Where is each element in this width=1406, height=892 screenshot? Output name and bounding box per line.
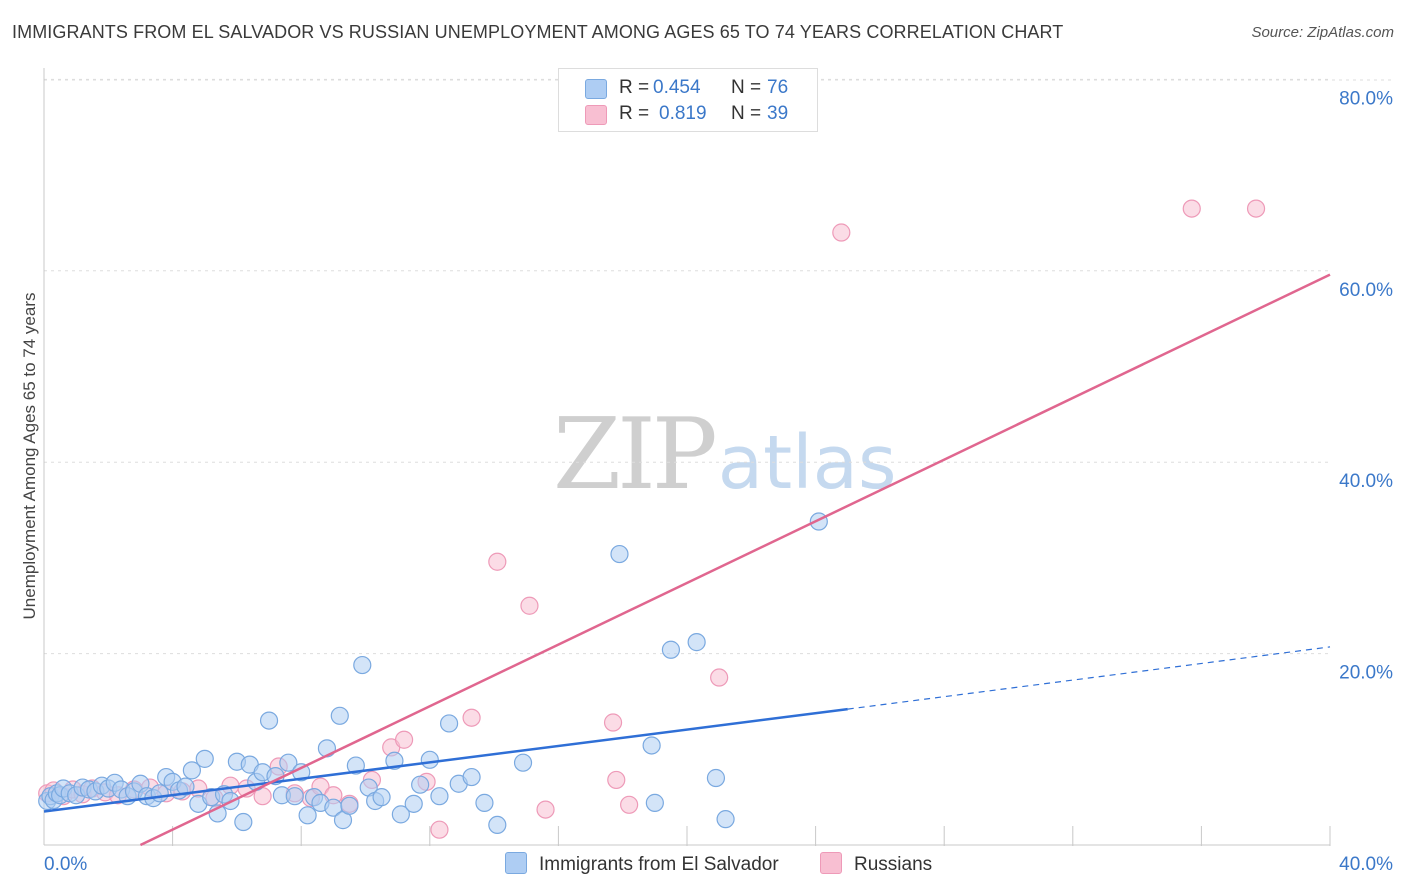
salvador-point <box>687 633 706 652</box>
salvador-point <box>661 640 681 659</box>
salvador-point <box>420 750 439 769</box>
russian-point <box>488 552 507 571</box>
russian-point <box>710 668 729 687</box>
russian-point <box>1182 199 1201 218</box>
salvador-point <box>706 768 726 788</box>
salvador-point <box>385 751 404 770</box>
y-tick-label: 40.0% <box>1339 471 1393 492</box>
salvador-point <box>430 787 449 806</box>
salvador-point <box>488 815 507 835</box>
watermark-atlas: atlas <box>717 420 897 506</box>
r-value: 0.454 <box>653 77 701 98</box>
salvador-swatch <box>585 79 607 99</box>
bottom-legend-salvador: Immigrants from El Salvador <box>505 852 779 876</box>
salvador-point <box>346 756 365 775</box>
y-tick-label: 80.0% <box>1339 88 1393 109</box>
salvador-trendline-extension <box>847 646 1331 710</box>
correlation-legend: R = 0.454 N = 76 R = 0.819 N = 39 <box>558 68 818 132</box>
salvador-point <box>610 544 629 564</box>
salvador-point <box>259 711 279 730</box>
n-value: 39 <box>767 103 789 124</box>
salvador-point <box>234 812 253 832</box>
chart-title: IMMIGRANTS FROM EL SALVADOR VS RUSSIAN U… <box>12 22 1064 42</box>
salvador-point <box>182 761 201 780</box>
n-value: 76 <box>767 77 789 98</box>
russian-point <box>462 708 481 727</box>
salvador-point <box>404 794 423 813</box>
zipatlas-watermark: ZIPatlas <box>553 398 897 512</box>
russian-point <box>1246 199 1266 218</box>
russian-point <box>832 223 851 242</box>
salvador-point <box>411 775 430 794</box>
r-value: 0.819 <box>659 103 707 124</box>
salvador-point <box>642 736 661 755</box>
y-tick-label: 20.0% <box>1339 663 1393 684</box>
russian-point <box>620 795 639 814</box>
x-tick-label: 40.0% <box>1339 854 1393 875</box>
salvador-point <box>298 806 317 825</box>
russians-swatch <box>585 105 607 125</box>
salvador-point <box>645 793 664 812</box>
salvador-point <box>513 753 533 772</box>
salvador-point <box>330 706 349 725</box>
source-label: Source: ZipAtlas.com <box>1251 24 1394 41</box>
r-label: R = <box>619 77 650 98</box>
russians-legend-swatch <box>820 852 842 874</box>
y-tick-label: 60.0% <box>1339 280 1393 301</box>
russian-point <box>536 800 555 819</box>
salvador-point <box>285 787 304 806</box>
salvador-point <box>475 793 494 812</box>
salvador-legend-swatch <box>505 852 527 874</box>
bottom-legend-russians: Russians <box>820 852 932 876</box>
y-axis-label: Unemployment Among Ages 65 to 74 years <box>20 292 39 620</box>
salvador-point <box>391 805 410 824</box>
salvador-point <box>462 767 481 787</box>
salvador-legend-label: Immigrants from El Salvador <box>539 854 779 875</box>
salvador-point <box>176 777 195 796</box>
salvador-trendline <box>43 707 848 813</box>
n-label: N = <box>731 77 762 98</box>
x-tick-label: 0.0% <box>44 854 87 875</box>
n-label: N = <box>731 103 762 124</box>
salvador-point <box>195 749 214 768</box>
salvador-point <box>716 810 735 829</box>
russians-legend-label: Russians <box>854 854 933 875</box>
russian-point <box>430 820 449 839</box>
salvador-point <box>279 753 298 772</box>
salvador-point <box>372 788 391 807</box>
salvador-point <box>353 655 372 675</box>
russian-point <box>607 770 626 790</box>
watermark-zip: ZIP <box>553 398 718 512</box>
salvador-point <box>439 714 459 733</box>
salvador-point <box>340 796 359 815</box>
russian-point <box>520 596 539 615</box>
russian-point <box>394 730 414 749</box>
russians-trendline <box>139 273 1331 847</box>
russian-point <box>603 713 623 732</box>
r-label: R = <box>619 103 650 124</box>
